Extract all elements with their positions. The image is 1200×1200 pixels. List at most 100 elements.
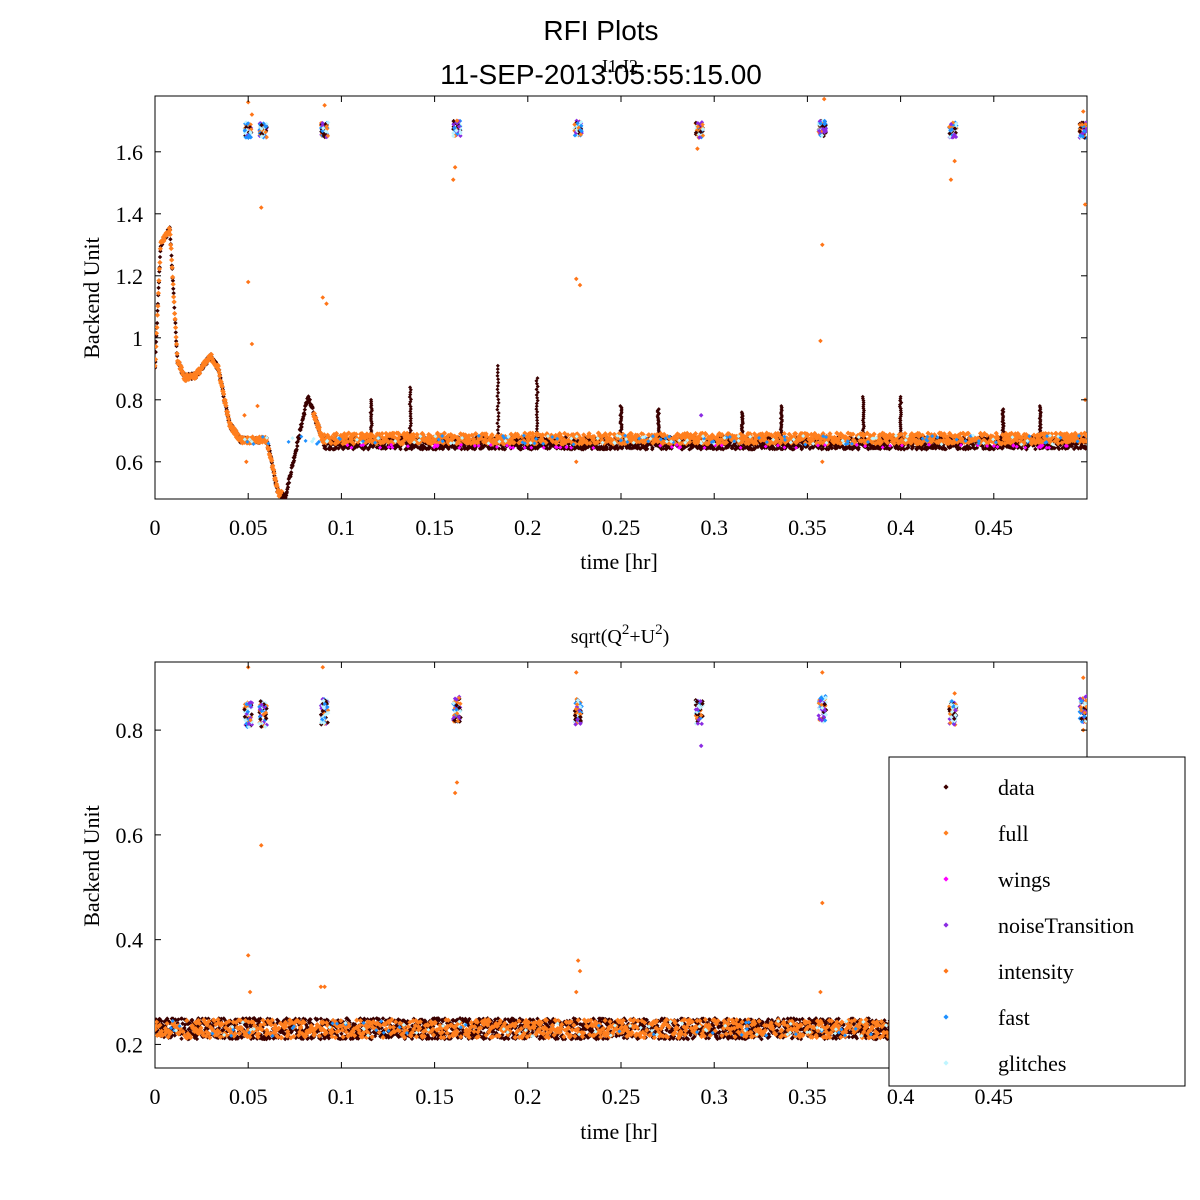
flagged-point <box>440 440 447 446</box>
glitch-point <box>952 132 957 137</box>
glitch-point <box>748 434 753 439</box>
flagged-point <box>314 419 320 425</box>
glitch-point <box>325 133 331 139</box>
flagged-point <box>338 434 344 440</box>
spike-point <box>495 370 500 375</box>
glitch-point <box>249 439 254 444</box>
flagged-point <box>705 441 711 447</box>
flagged-point <box>877 441 883 447</box>
glitch-point <box>418 434 423 439</box>
wings-point <box>763 444 768 449</box>
glitch-point <box>930 434 935 439</box>
flagged-point <box>385 439 392 445</box>
data-point <box>604 446 610 452</box>
flagged-point <box>629 433 635 440</box>
flagged-point <box>396 435 402 441</box>
flagged-point <box>827 431 833 437</box>
flagged-point <box>956 434 963 440</box>
flagged-point <box>434 441 440 447</box>
flagged-point <box>670 437 676 443</box>
glitch-point <box>251 442 256 447</box>
flagged-point <box>183 377 189 384</box>
glitch-point <box>625 440 630 445</box>
flagged-point <box>452 433 458 439</box>
data-point <box>761 440 766 446</box>
flagged-point <box>581 432 587 438</box>
flagged-point <box>223 403 229 409</box>
flagged-point <box>887 431 893 437</box>
data-point <box>899 446 904 452</box>
flagged-point <box>343 435 349 441</box>
flagged-point <box>646 437 653 444</box>
glitch-point <box>245 121 250 127</box>
wings-point <box>432 445 437 450</box>
data-point <box>302 412 307 417</box>
glitch-point <box>574 434 579 439</box>
data-point <box>883 441 888 447</box>
glitch-point <box>1019 442 1024 447</box>
data-point <box>155 308 160 313</box>
flagged-point <box>346 430 352 436</box>
flagged-point <box>957 431 964 437</box>
glitch-point <box>618 438 623 443</box>
flagged-point <box>871 431 877 437</box>
data-point <box>302 407 308 412</box>
flagged-point <box>1073 432 1079 438</box>
glitch-point <box>764 440 769 445</box>
flagged-point <box>530 433 536 439</box>
flagged-point <box>942 432 948 439</box>
flagged-point <box>837 432 843 439</box>
data-point <box>526 444 531 449</box>
flagged-point <box>391 430 397 436</box>
flagged-point <box>753 440 759 446</box>
data-point <box>856 445 861 450</box>
flagged-point <box>502 433 508 440</box>
glitch-point <box>534 436 539 441</box>
glitch-point <box>572 133 578 138</box>
flagged-point <box>278 488 285 494</box>
spike-point <box>496 414 501 419</box>
data-point <box>834 442 840 448</box>
data-point <box>919 446 925 451</box>
glitch-point <box>264 435 269 440</box>
flagged-point <box>688 432 694 438</box>
flagged-point <box>852 440 859 446</box>
spike-point <box>898 394 903 399</box>
wings-point <box>405 444 410 449</box>
flagged-point <box>928 432 935 438</box>
flagged-point <box>947 438 953 444</box>
glitch-point <box>451 133 456 139</box>
flagged-point <box>208 351 215 358</box>
glitch-point <box>456 124 462 129</box>
flagged-point <box>155 312 161 318</box>
flagged-point <box>169 257 175 263</box>
data-point <box>1073 442 1078 447</box>
data-point <box>864 442 870 448</box>
spike-point <box>408 411 413 416</box>
flagged-point <box>902 430 908 437</box>
flagged-point <box>834 430 840 436</box>
flagged-point <box>898 437 905 443</box>
spike-point <box>535 418 540 423</box>
flagged-point <box>920 432 926 438</box>
flagged-point <box>170 274 176 280</box>
data-point <box>1074 444 1079 449</box>
flagged-point <box>1005 439 1011 445</box>
glitch-point <box>290 436 295 441</box>
data-point <box>717 443 723 449</box>
glitch-point <box>874 435 879 440</box>
glitch-point <box>555 436 560 441</box>
glitch-point <box>436 437 441 442</box>
flagged-point <box>985 439 992 446</box>
glitch-point <box>939 442 944 447</box>
spike-point <box>534 404 539 409</box>
flagged-point <box>225 412 231 418</box>
flagged-point <box>776 432 782 438</box>
glitch-point <box>249 127 254 132</box>
flagged-point <box>155 330 160 336</box>
glitch-point <box>840 438 845 443</box>
spike-point <box>408 406 413 411</box>
data-point <box>1071 446 1077 452</box>
data-point <box>814 444 819 449</box>
flagged-point <box>524 441 530 447</box>
